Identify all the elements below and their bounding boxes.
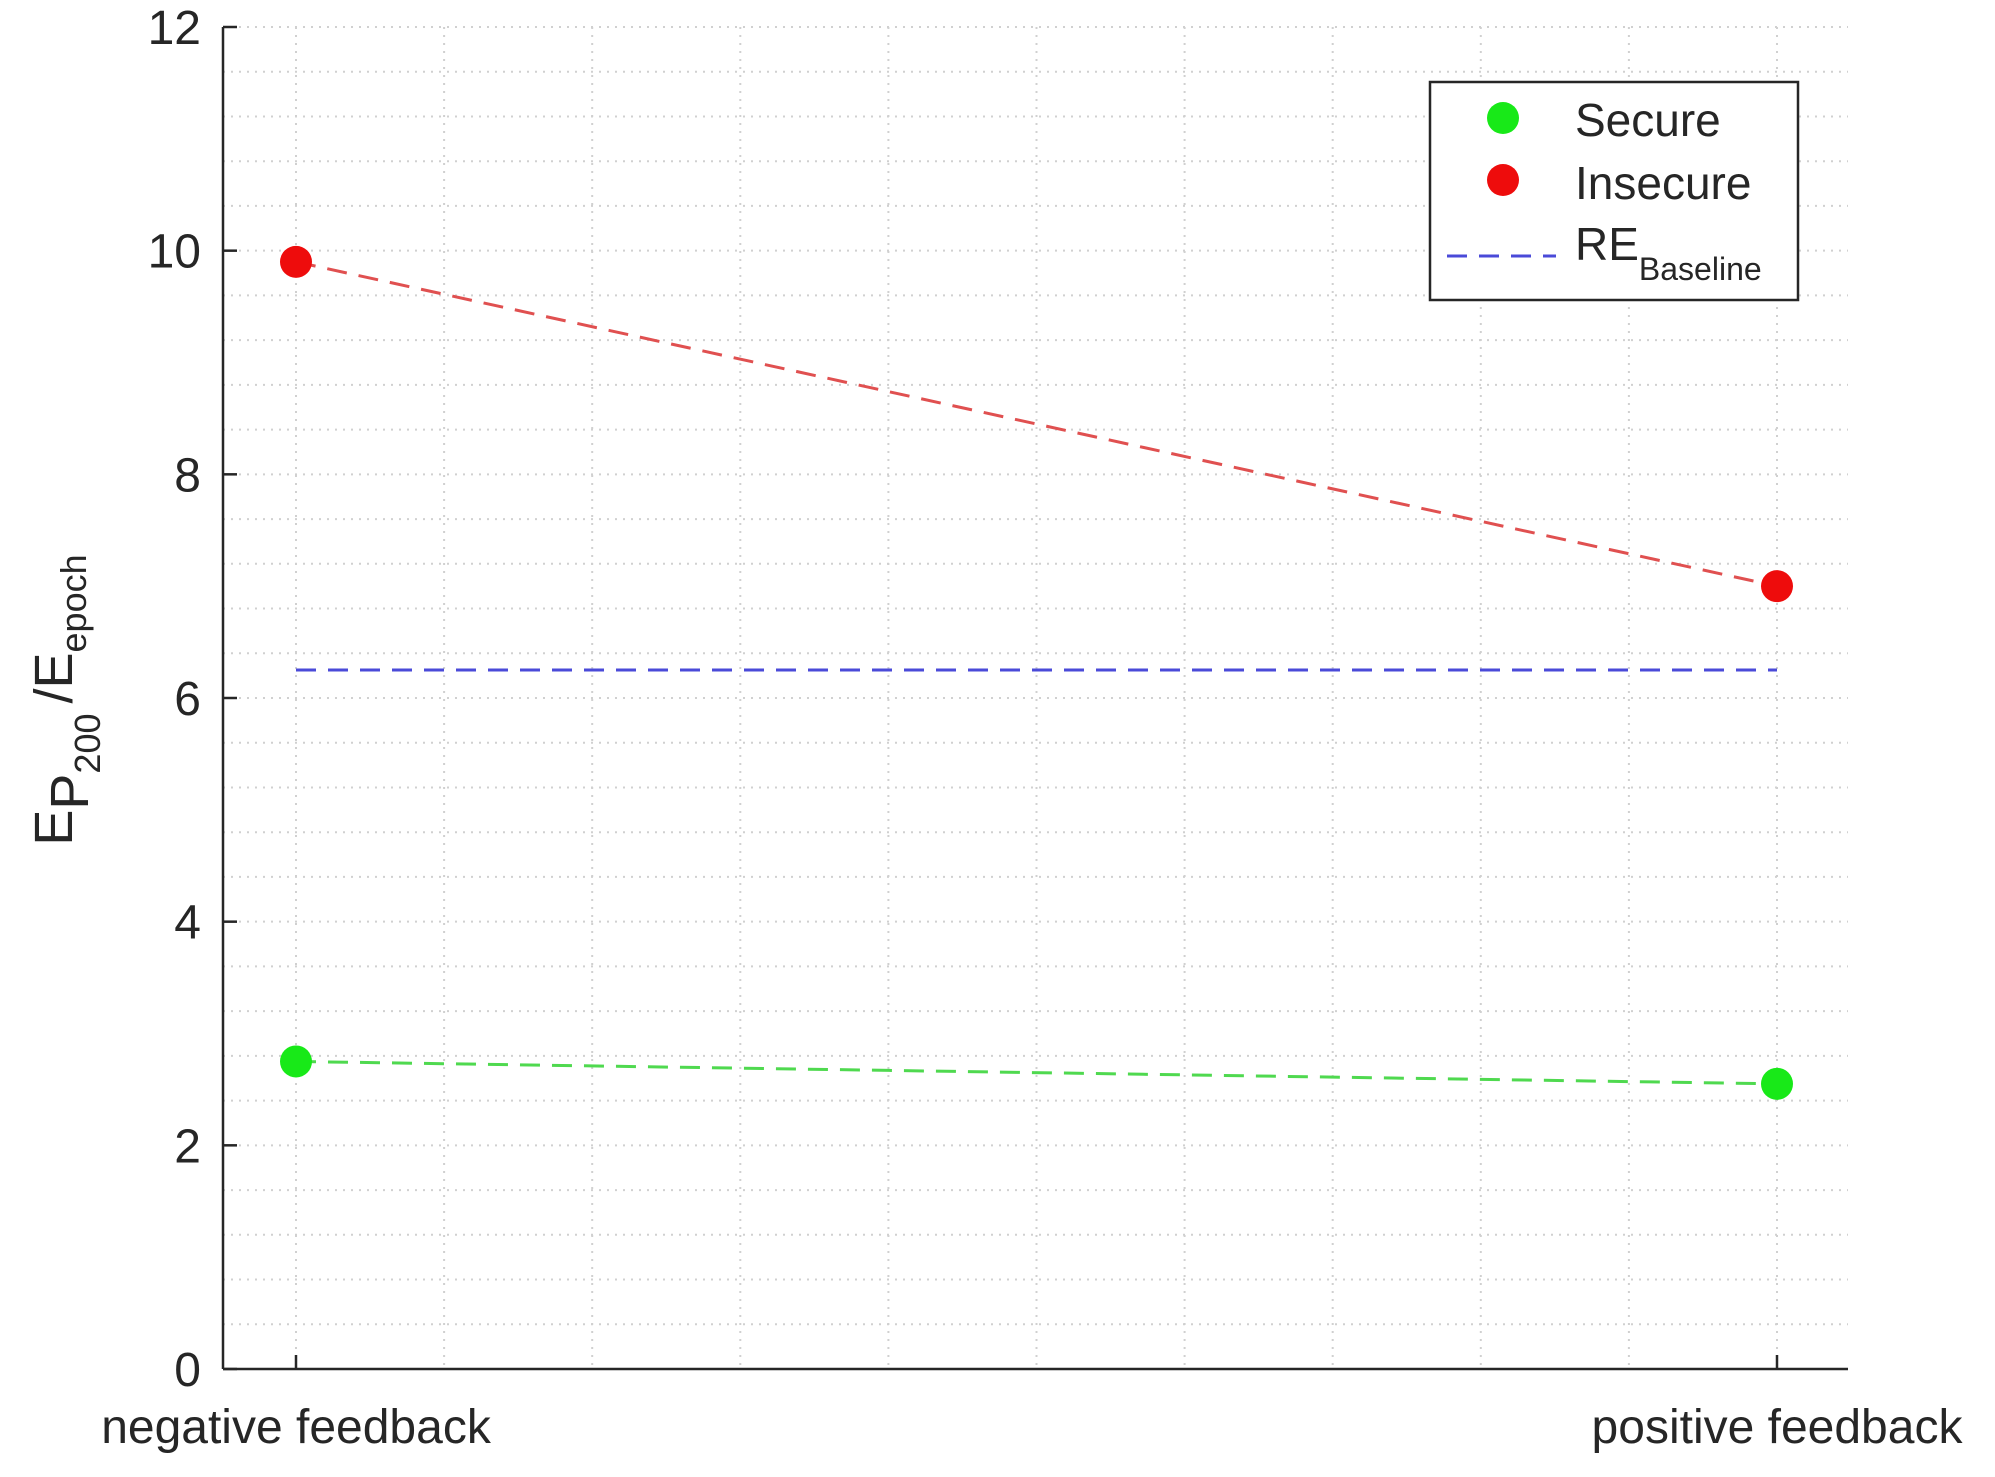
y-axis-label-per-e: /E xyxy=(24,652,84,703)
legend-marker-secure xyxy=(1487,102,1519,134)
legend-label-baseline-main: RE xyxy=(1575,218,1639,270)
tick-labels: 0 2 4 6 8 10 12 negative feedback positive feedb… xyxy=(101,2,1963,1454)
y-tick-label: 8 xyxy=(174,449,201,502)
legend: Secure Insecure REBaseline xyxy=(1428,80,1800,302)
legend-label-baseline-sub: Baseline xyxy=(1639,251,1762,287)
y-tick-label: 0 xyxy=(174,1344,201,1397)
y-tick-label: 2 xyxy=(174,1120,201,1173)
y-tick-label: 12 xyxy=(148,2,201,55)
y-axis-label-e: E xyxy=(24,810,84,846)
data-point-insecure xyxy=(1761,570,1793,603)
y-axis-label-p: P xyxy=(40,774,100,810)
data-point-insecure xyxy=(280,245,312,278)
legend-label-baseline: REBaseline xyxy=(1575,218,1762,287)
legend-label-secure: Secure xyxy=(1575,94,1721,146)
y-tick-label: 10 xyxy=(148,226,201,279)
y-axis-label: EP200/Eepoch xyxy=(24,554,108,845)
y-axis-label-200: 200 xyxy=(67,713,108,773)
legend-marker-insecure xyxy=(1487,164,1519,196)
y-tick-label: 4 xyxy=(174,897,201,950)
svg-text:EP200/Eepoch: EP200/Eepoch xyxy=(24,554,108,845)
series xyxy=(280,245,1793,1100)
x-tick-label: positive feedback xyxy=(1592,1401,1964,1454)
series-line-secure xyxy=(295,1059,1778,1086)
legend-label-insecure: Insecure xyxy=(1575,157,1751,209)
series-line-insecure xyxy=(295,260,1778,588)
data-point-secure xyxy=(1761,1067,1793,1100)
y-axis-label-epoch: epoch xyxy=(53,554,94,652)
y-tick-label: 6 xyxy=(174,673,201,726)
data-point-secure xyxy=(280,1045,312,1078)
x-tick-label: negative feedback xyxy=(101,1401,492,1454)
